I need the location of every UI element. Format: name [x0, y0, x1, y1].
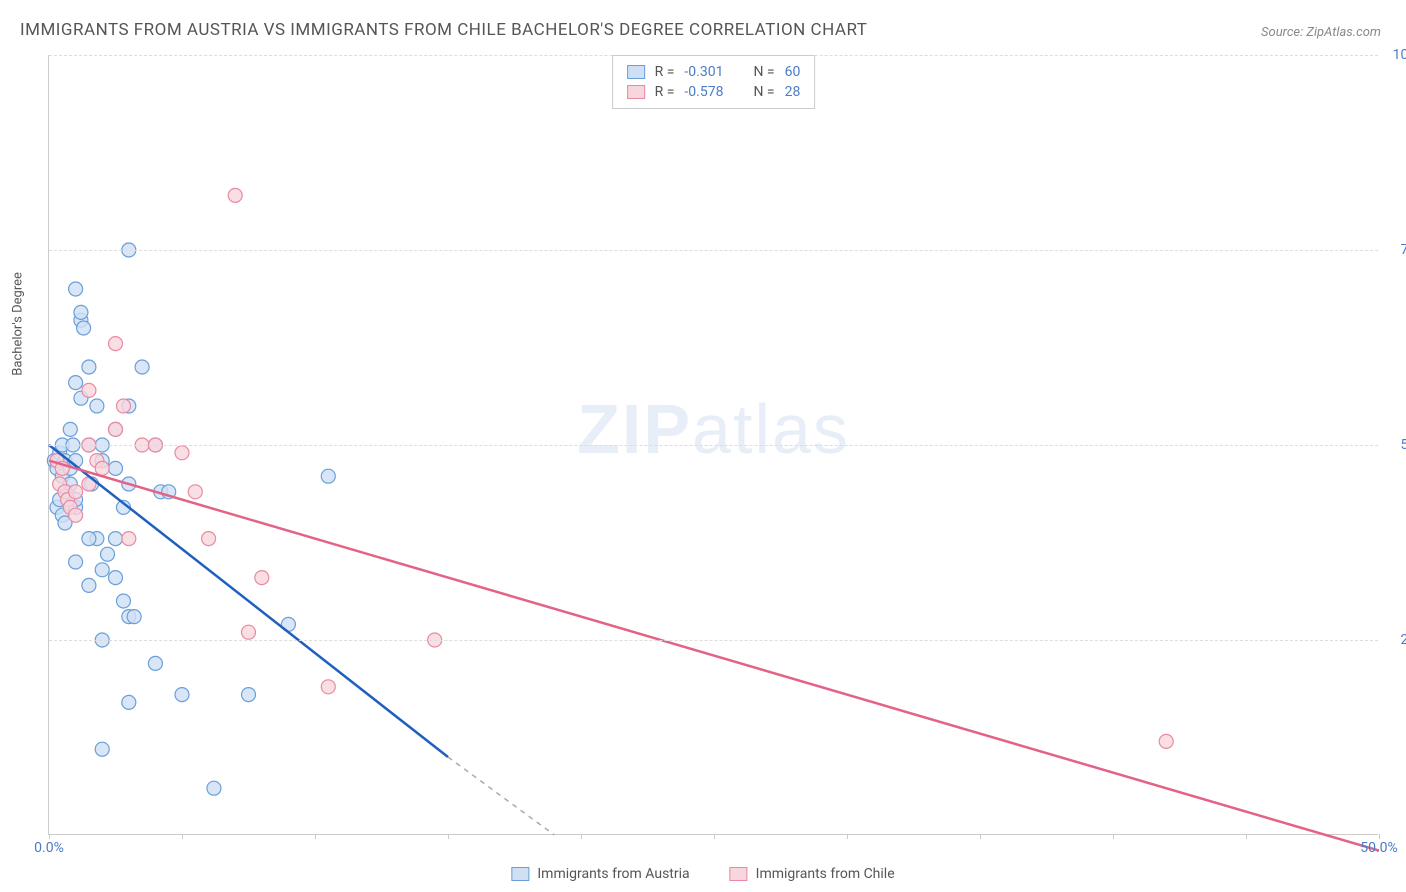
- gridline: [49, 640, 1378, 641]
- scatter-point: [95, 742, 109, 756]
- scatter-point: [175, 688, 189, 702]
- x-tick-mark: [182, 834, 183, 839]
- legend-label-chile: Immigrants from Chile: [756, 866, 895, 882]
- y-tick-label: 75.0%: [1383, 242, 1406, 258]
- scatter-point: [69, 376, 83, 390]
- scatter-point: [95, 461, 109, 475]
- scatter-point: [321, 469, 335, 483]
- scatter-point: [82, 578, 96, 592]
- scatter-point: [188, 485, 202, 499]
- scatter-point: [242, 625, 256, 639]
- y-tick-label: 25.0%: [1383, 632, 1406, 648]
- legend-row-chile: R = -0.578 N = 28: [627, 82, 801, 102]
- scatter-point: [1159, 734, 1173, 748]
- scatter-point: [175, 446, 189, 460]
- legend-swatch-austria: [511, 867, 529, 881]
- y-tick-label: 50.0%: [1383, 437, 1406, 453]
- trend-line: [49, 445, 448, 757]
- correlation-legend: R = -0.301 N = 60 R = -0.578 N = 28: [612, 55, 816, 109]
- x-tick-mark: [49, 834, 50, 839]
- scatter-point: [90, 399, 104, 413]
- legend-swatch-austria: [627, 65, 645, 79]
- scatter-point: [77, 321, 91, 335]
- legend-label-austria: Immigrants from Austria: [537, 866, 689, 882]
- series-legend: Immigrants from Austria Immigrants from …: [511, 866, 894, 882]
- y-axis-label: Bachelor's Degree: [11, 272, 26, 376]
- x-tick-mark: [448, 834, 449, 839]
- scatter-point: [109, 461, 123, 475]
- scatter-point: [109, 337, 123, 351]
- x-tick-mark: [1379, 834, 1380, 839]
- x-tick-label: 50.0%: [1360, 840, 1398, 856]
- scatter-point: [116, 594, 130, 608]
- scatter-point: [122, 532, 136, 546]
- scatter-point: [69, 555, 83, 569]
- scatter-point: [109, 422, 123, 436]
- chart-title: IMMIGRANTS FROM AUSTRIA VS IMMIGRANTS FR…: [20, 20, 867, 40]
- scatter-point: [82, 360, 96, 374]
- x-tick-mark: [315, 834, 316, 839]
- scatter-point: [109, 532, 123, 546]
- scatter-point: [63, 422, 77, 436]
- x-tick-mark: [1246, 834, 1247, 839]
- r-label: R =: [655, 84, 675, 100]
- legend-item-austria: Immigrants from Austria: [511, 866, 689, 882]
- n-label: N =: [753, 84, 774, 100]
- scatter-point: [69, 282, 83, 296]
- trend-line: [49, 461, 1379, 851]
- x-tick-mark: [581, 834, 582, 839]
- scatter-point: [321, 680, 335, 694]
- scatter-point: [148, 656, 162, 670]
- legend-row-austria: R = -0.301 N = 60: [627, 62, 801, 82]
- gridline: [49, 445, 1378, 446]
- x-tick-label: 0.0%: [34, 840, 64, 856]
- n-label: N =: [753, 64, 774, 80]
- scatter-point: [82, 532, 96, 546]
- legend-item-chile: Immigrants from Chile: [730, 866, 895, 882]
- r-label: R =: [655, 64, 675, 80]
- scatter-point: [202, 532, 216, 546]
- scatter-point: [122, 695, 136, 709]
- y-tick-label: 100.0%: [1383, 47, 1406, 63]
- scatter-point: [127, 610, 141, 624]
- x-tick-mark: [847, 834, 848, 839]
- x-tick-mark: [714, 834, 715, 839]
- scatter-point: [135, 360, 149, 374]
- scatter-point: [207, 781, 221, 795]
- scatter-point: [101, 547, 115, 561]
- scatter-point: [95, 563, 109, 577]
- legend-swatch-chile: [730, 867, 748, 881]
- n-value-austria: 60: [785, 64, 801, 80]
- r-value-austria: -0.301: [684, 64, 723, 80]
- n-value-chile: 28: [785, 84, 801, 100]
- scatter-point: [242, 688, 256, 702]
- source-attribution: Source: ZipAtlas.com: [1261, 25, 1381, 40]
- trend-line-extrapolated: [448, 757, 554, 835]
- scatter-point: [69, 485, 83, 499]
- scatter-point: [82, 383, 96, 397]
- r-value-chile: -0.578: [684, 84, 723, 100]
- x-tick-mark: [1113, 834, 1114, 839]
- scatter-point: [69, 508, 83, 522]
- scatter-point: [74, 305, 88, 319]
- legend-swatch-chile: [627, 85, 645, 99]
- scatter-point: [116, 399, 130, 413]
- scatter-point: [255, 571, 269, 585]
- chart-plot-area: ZIPatlas R = -0.301 N = 60 R = -0.578 N …: [48, 55, 1378, 835]
- x-tick-mark: [980, 834, 981, 839]
- scatter-point: [228, 188, 242, 202]
- scatter-point: [109, 571, 123, 585]
- gridline: [49, 250, 1378, 251]
